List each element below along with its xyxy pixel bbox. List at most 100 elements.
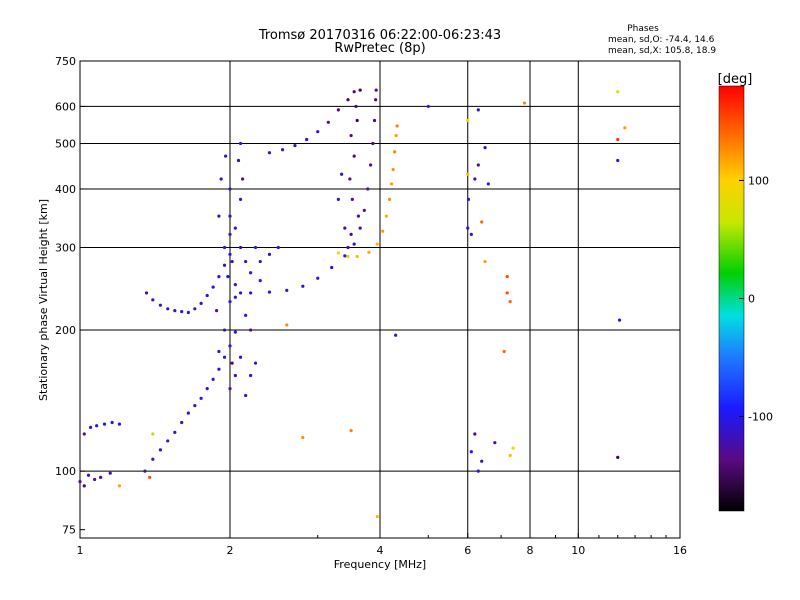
data-point bbox=[505, 275, 509, 279]
data-point bbox=[158, 448, 163, 452]
data-point bbox=[426, 104, 430, 109]
data-point bbox=[374, 88, 378, 92]
y-tick-label: 400 bbox=[55, 183, 76, 196]
data-point bbox=[249, 271, 253, 275]
data-point bbox=[276, 245, 280, 250]
data-point bbox=[180, 420, 184, 425]
data-point bbox=[374, 98, 378, 102]
data-point bbox=[375, 514, 379, 519]
data-point bbox=[348, 177, 352, 181]
data-point bbox=[93, 477, 97, 482]
data-point bbox=[144, 291, 149, 295]
data-point bbox=[241, 177, 245, 181]
data-point bbox=[466, 172, 470, 176]
data-point bbox=[505, 291, 509, 295]
data-point bbox=[616, 455, 620, 459]
data-point bbox=[316, 276, 320, 280]
data-point bbox=[199, 396, 203, 400]
colorbar-tick-label: -100 bbox=[748, 411, 773, 424]
data-point bbox=[267, 252, 272, 257]
x-tick-label: 8 bbox=[527, 544, 534, 557]
data-point bbox=[371, 141, 375, 146]
data-point bbox=[352, 154, 356, 158]
data-point bbox=[623, 126, 627, 130]
data-point bbox=[367, 250, 371, 254]
data-point bbox=[86, 473, 91, 477]
data-point bbox=[158, 303, 163, 307]
data-point bbox=[236, 158, 241, 163]
data-point bbox=[340, 172, 344, 176]
data-point bbox=[393, 150, 397, 154]
data-point bbox=[244, 393, 248, 398]
data-point bbox=[346, 98, 350, 102]
data-point bbox=[352, 90, 356, 94]
data-point bbox=[280, 148, 285, 152]
data-point bbox=[352, 242, 356, 246]
data-point bbox=[483, 259, 487, 264]
data-point bbox=[336, 251, 340, 255]
y-tick-label: 100 bbox=[55, 465, 76, 478]
data-point bbox=[502, 349, 506, 354]
data-point bbox=[343, 226, 347, 230]
data-point bbox=[354, 104, 358, 109]
data-point bbox=[349, 232, 353, 236]
data-point bbox=[238, 245, 243, 250]
data-point bbox=[326, 120, 330, 124]
data-point bbox=[469, 232, 473, 236]
data-point bbox=[394, 133, 398, 138]
data-point bbox=[228, 252, 232, 257]
data-point bbox=[349, 133, 353, 138]
data-point bbox=[217, 349, 221, 354]
data-point bbox=[238, 197, 243, 201]
data-point bbox=[228, 344, 232, 348]
chart-title: Tromsø 20170316 06:22:00-06:23:43 bbox=[258, 28, 501, 43]
data-point bbox=[258, 278, 262, 283]
data-point bbox=[253, 245, 258, 250]
data-point bbox=[222, 263, 227, 267]
data-point bbox=[258, 259, 262, 264]
data-point bbox=[366, 187, 370, 191]
data-point bbox=[233, 295, 237, 299]
data-point bbox=[143, 469, 147, 473]
data-point bbox=[493, 441, 497, 445]
data-point bbox=[336, 197, 340, 201]
data-point bbox=[249, 328, 253, 332]
colorbar-tick-label: 100 bbox=[748, 174, 769, 187]
data-point bbox=[301, 435, 305, 440]
data-point bbox=[217, 275, 221, 279]
data-point bbox=[476, 163, 480, 167]
data-point bbox=[244, 259, 248, 264]
data-point bbox=[343, 254, 347, 258]
stats-mean-o: mean, sd,O: -74.4, 14.6 bbox=[608, 35, 715, 45]
data-point bbox=[110, 420, 114, 425]
data-point bbox=[511, 446, 515, 450]
y-tick-label: 300 bbox=[55, 242, 76, 255]
data-point bbox=[238, 291, 243, 295]
data-point bbox=[476, 469, 480, 473]
data-point bbox=[469, 450, 473, 454]
data-point bbox=[205, 387, 209, 391]
data-point bbox=[228, 299, 232, 304]
x-tick-label: 6 bbox=[464, 544, 471, 557]
colorbar-tick-label: 0 bbox=[748, 293, 755, 306]
data-point bbox=[522, 101, 527, 105]
x-tick-label: 4 bbox=[377, 544, 384, 557]
data-point bbox=[244, 313, 248, 317]
data-point bbox=[389, 182, 394, 186]
data-point bbox=[215, 309, 219, 313]
data-point bbox=[508, 299, 512, 304]
data-point bbox=[293, 143, 297, 148]
data-point bbox=[301, 284, 305, 288]
data-point bbox=[82, 484, 86, 488]
data-point bbox=[473, 177, 477, 181]
data-point bbox=[249, 291, 253, 295]
data-point bbox=[305, 137, 309, 142]
data-point bbox=[346, 254, 350, 259]
data-point bbox=[226, 275, 230, 279]
data-point bbox=[480, 220, 484, 224]
data-point bbox=[249, 373, 253, 378]
y-tick-label: 200 bbox=[55, 324, 76, 337]
data-point bbox=[375, 242, 379, 246]
data-point bbox=[148, 475, 152, 479]
